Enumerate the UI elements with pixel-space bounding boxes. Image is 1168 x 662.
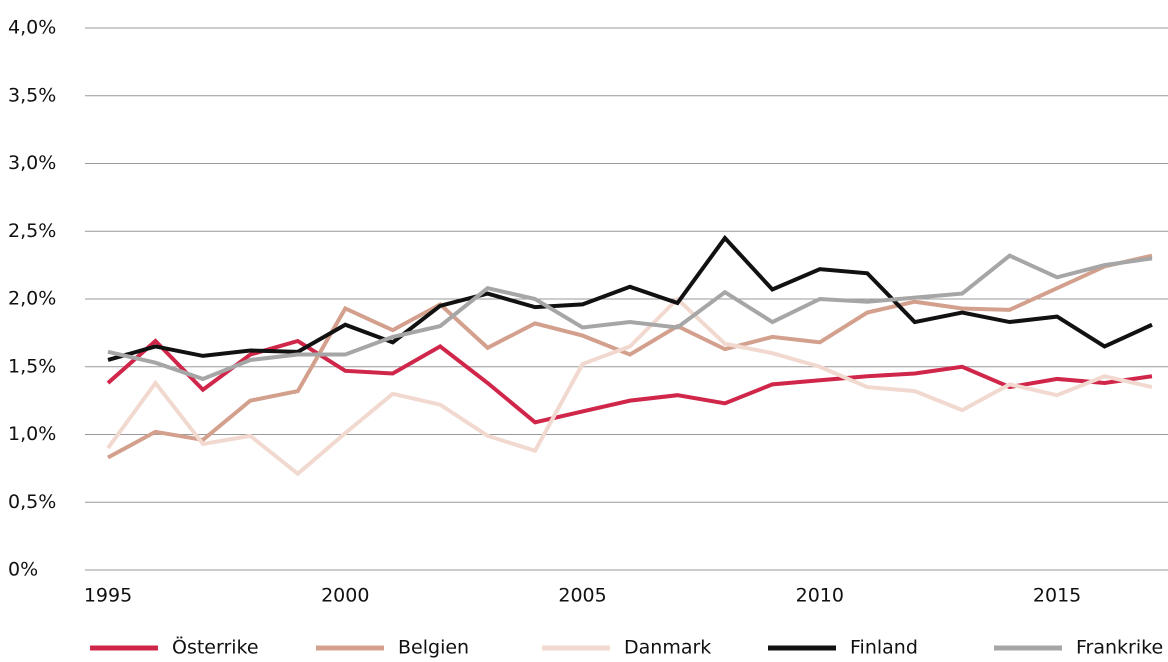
series-line [106,296,1153,477]
y-tick-label: 1,5% [8,355,56,377]
x-tick-label: 2015 [1033,585,1081,607]
y-tick-label: 2,0% [8,288,56,310]
series-line [107,253,1153,460]
y-tick-label: 0,5% [8,491,56,513]
y-tick-label: 1,0% [8,423,56,445]
y-tick-label: 0% [8,559,38,581]
series-line [107,234,1153,362]
series-line [107,253,1153,382]
x-tick-label: 1995 [84,585,132,607]
y-tick-label: 3,0% [8,152,56,174]
y-tick-label: 4,0% [8,17,56,39]
y-tick-label: 3,5% [8,84,56,106]
legend-label: Belgien [398,637,469,659]
legend-label: Finland [850,637,918,659]
legend-label: Österrike [172,636,259,659]
x-tick-label: 2010 [796,585,844,607]
y-tick-label: 2,5% [8,220,56,242]
x-tick-label: 2000 [321,585,369,607]
legend-label: Frankrike [1076,637,1163,659]
series-line [106,338,1153,425]
x-tick-label: 2005 [558,585,606,607]
legend-label: Danmark [624,637,711,659]
